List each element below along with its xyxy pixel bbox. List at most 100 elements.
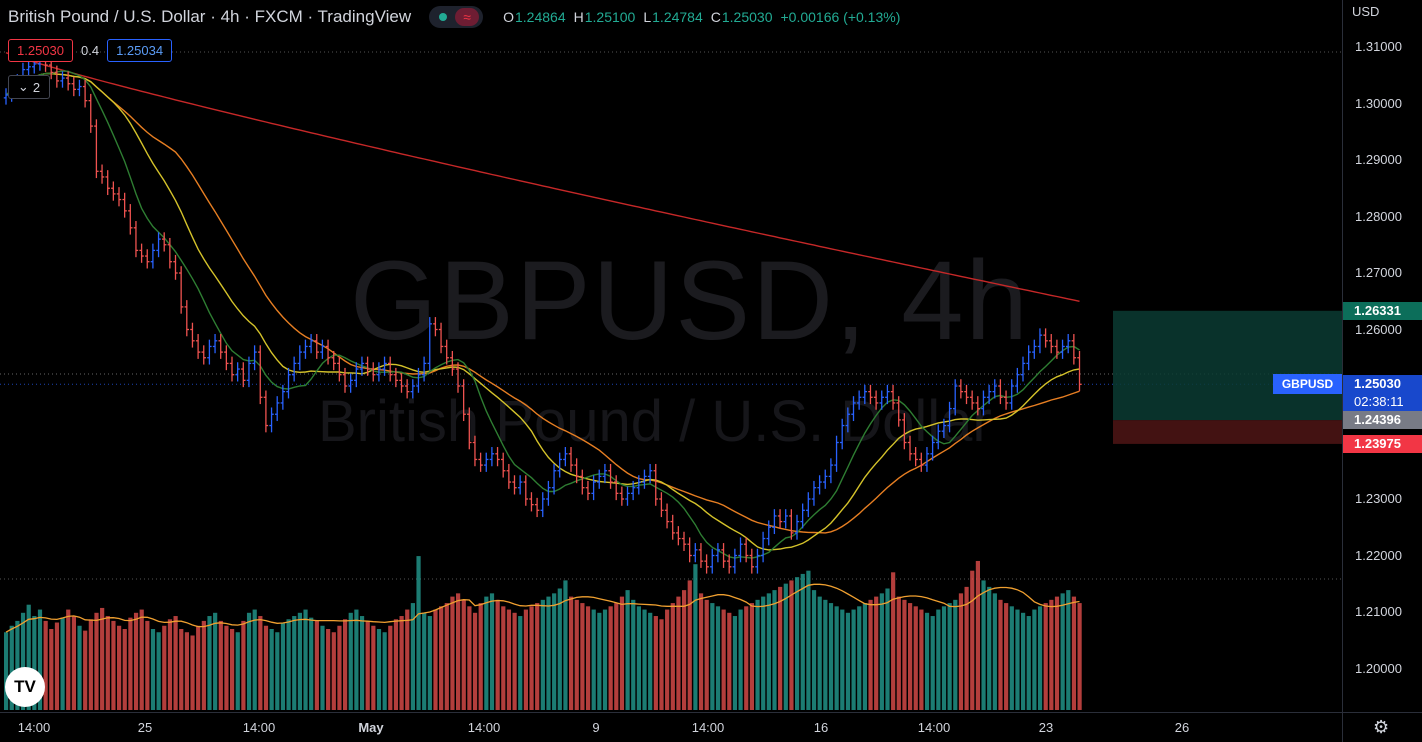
volume-bar	[913, 606, 918, 710]
market-status-group[interactable]: ≈	[429, 6, 484, 28]
volume-bar	[648, 612, 653, 710]
volume-bar	[117, 625, 122, 710]
volume-bar	[540, 599, 545, 710]
moving-average-line	[5, 52, 1080, 302]
change-value: +0.00166 (+0.13%)	[780, 9, 901, 25]
volume-bar	[806, 570, 811, 710]
volume-bar	[535, 603, 540, 710]
volume-bar	[653, 616, 658, 710]
price-tick-label: 1.30000	[1355, 95, 1402, 111]
volume-bar	[693, 564, 698, 710]
green-dot-icon	[433, 8, 453, 26]
volume-bar	[399, 616, 404, 710]
volume-bar	[755, 599, 760, 710]
volume-bar	[975, 560, 980, 710]
volume-bar	[354, 609, 359, 710]
volume-bar	[37, 609, 43, 710]
volume-bar	[20, 612, 26, 710]
volume-bar	[258, 616, 263, 710]
price-tick-label: 1.28000	[1355, 208, 1402, 224]
volume-bar	[947, 603, 952, 710]
low-value: 1.24784	[652, 9, 703, 25]
volume-bar	[941, 606, 947, 710]
volume-bar	[670, 603, 675, 710]
volume-bar	[845, 612, 851, 710]
watermark-symbol: GBPUSD, 4h	[350, 238, 1030, 363]
volume-bar	[382, 632, 387, 710]
volume-bar	[139, 609, 144, 710]
volume-bar	[789, 580, 794, 710]
volume-bar	[1043, 603, 1048, 710]
volume-bar	[94, 612, 99, 710]
volume-bar	[348, 612, 353, 710]
volume-bar	[710, 603, 715, 710]
tradingview-logo-icon[interactable]: TV	[5, 667, 45, 707]
volume-bar	[359, 616, 365, 710]
chart-header: British Pound / U.S. Dollar · 4h · FXCM …	[8, 6, 900, 28]
volume-bar	[885, 588, 890, 710]
volume-bar	[218, 620, 223, 710]
volume-bar	[207, 616, 212, 710]
symbol-title[interactable]: British Pound / U.S. Dollar · 4h · FXCM …	[8, 7, 412, 26]
volume-bar	[958, 593, 964, 710]
volume-bar	[263, 625, 269, 710]
volume-bar	[309, 617, 314, 710]
volume-bar	[682, 590, 687, 710]
volume-bar	[608, 606, 613, 710]
gear-icon[interactable]: ⚙	[1373, 717, 1390, 737]
volume-bar	[772, 590, 777, 710]
volume-bar	[416, 556, 421, 710]
chart-pane[interactable]: GBPUSD, 4h British Pound / U.S. Dollar B…	[0, 0, 1342, 712]
open-label: O	[503, 9, 514, 25]
volume-bar	[478, 603, 483, 710]
time-axis[interactable]: 14:00 25 14:00 May 14:00 9 14:00 16 14:00 23 26	[0, 712, 1342, 742]
volume-bar	[1071, 596, 1077, 710]
volume-bar	[83, 630, 88, 710]
close-label: C	[710, 9, 721, 25]
volume-bar	[930, 616, 935, 710]
indicators-toggle-button[interactable]: ⌄ 2	[8, 75, 50, 99]
volume-bar	[563, 580, 568, 710]
moving-average-line	[5, 72, 1080, 534]
volume-bar	[54, 622, 60, 710]
volume-bar	[569, 596, 574, 710]
sell-button[interactable]: 1.25030	[8, 39, 73, 62]
buy-button[interactable]: 1.25034	[107, 39, 173, 62]
volume-bar	[122, 629, 127, 710]
volume-bar	[851, 609, 856, 710]
volume-bar	[49, 629, 54, 710]
volume-bar	[297, 612, 302, 710]
volume-bar	[828, 603, 834, 710]
spread-value: 0.4	[81, 43, 100, 58]
volume-bar	[88, 619, 93, 710]
chart-settings-corner[interactable]: ⚙	[1342, 712, 1422, 742]
volume-bar	[433, 609, 438, 710]
volume-bar	[150, 629, 156, 710]
volume-bar	[512, 612, 517, 710]
volume-bar	[766, 593, 771, 710]
volume-bar	[393, 619, 399, 710]
volume-bar	[727, 612, 732, 710]
volume-bar	[32, 616, 37, 710]
volume-bar	[77, 625, 82, 710]
watermark-description: British Pound / U.S. Dollar	[318, 389, 992, 454]
price-axis[interactable]: USD 1.31000 1.30000 1.29000 1.28000 1.27000 1…	[1342, 0, 1422, 712]
volume-bar	[602, 609, 608, 710]
volume-bar	[388, 625, 393, 710]
price-chart[interactable]	[0, 0, 1342, 712]
volume-bar	[43, 620, 48, 710]
volume-bar	[337, 625, 342, 710]
volume-bar	[518, 616, 523, 710]
volume-bar	[286, 619, 291, 710]
volume-bar	[891, 572, 896, 710]
volume-bar	[9, 625, 14, 710]
volume-bar	[823, 599, 828, 710]
take-profit-label: 1.26331	[1343, 301, 1422, 320]
volume-bar	[597, 612, 602, 710]
volume-bar	[1037, 606, 1043, 710]
take-profit-zone	[1113, 310, 1342, 421]
currency-label[interactable]: USD	[1352, 4, 1380, 19]
volume-bar	[66, 609, 71, 710]
volume-bar	[998, 599, 1003, 710]
volume-bar	[574, 599, 579, 710]
